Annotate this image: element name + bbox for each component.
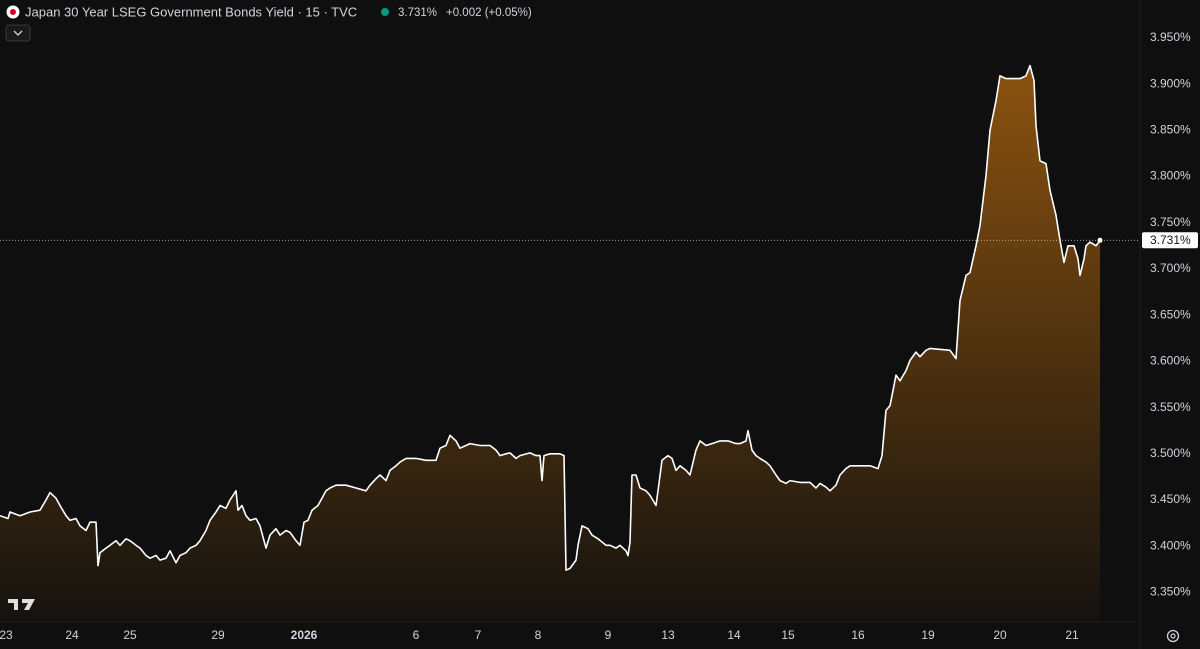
x-tick-label: 15: [781, 628, 795, 642]
x-tick-label: 21: [1065, 628, 1079, 642]
y-tick-label: 3.800%: [1150, 169, 1191, 183]
x-tick-label: 8: [535, 628, 542, 642]
y-tick-label: 3.550%: [1150, 400, 1191, 414]
x-tick-label: 2026: [291, 628, 318, 642]
last-price-label: 3.731%: [1150, 233, 1191, 247]
y-tick-label: 3.350%: [1150, 585, 1191, 599]
price-line: [0, 64, 1101, 571]
y-tick-label: 3.950%: [1150, 30, 1191, 44]
y-tick-label: 3.900%: [1150, 76, 1191, 90]
y-tick-label: 3.600%: [1150, 354, 1191, 368]
area-fill: [0, 65, 1100, 623]
logo[interactable]: [8, 599, 35, 610]
x-tick-label: 6: [413, 628, 420, 642]
x-tick-label: 14: [727, 628, 741, 642]
last-price-box: [1142, 232, 1198, 249]
x-tick-label: 16: [851, 628, 865, 642]
plot-area: [0, 64, 1140, 623]
header-change: +0.002 (+0.05%): [446, 7, 532, 19]
status-dot: [381, 8, 389, 16]
y-tick-label: 3.700%: [1150, 261, 1191, 275]
flag-dot: [10, 9, 16, 15]
y-tick-label: 3.750%: [1150, 215, 1191, 229]
x-tick-label: 23: [0, 628, 13, 642]
x-tick-label: 24: [65, 628, 79, 642]
x-tick-label: 7: [475, 628, 482, 642]
x-tick-label: 29: [211, 628, 225, 642]
collapse-button[interactable]: [5, 24, 31, 42]
y-tick-label: 3.650%: [1150, 307, 1191, 321]
header-price: 3.731%: [398, 7, 437, 19]
chart-title: Japan 30 Year LSEG Government Bonds Yiel…: [25, 4, 357, 19]
x-tick-label: 9: [605, 628, 612, 642]
x-tick-label: 13: [661, 628, 675, 642]
y-tick-label: 3.500%: [1150, 446, 1191, 460]
y-tick-label: 3.400%: [1150, 538, 1191, 552]
y-tick-label: 3.450%: [1150, 492, 1191, 506]
x-tick-label: 19: [921, 628, 935, 642]
y-tick-label: 3.850%: [1150, 122, 1191, 136]
x-tick-label: 20: [993, 628, 1007, 642]
settings-icon-center[interactable]: [1170, 633, 1176, 639]
collapse-icon[interactable]: [13, 30, 23, 36]
last-point: [1097, 237, 1103, 243]
x-tick-label: 25: [123, 628, 137, 642]
settings-icon[interactable]: [1166, 629, 1180, 643]
